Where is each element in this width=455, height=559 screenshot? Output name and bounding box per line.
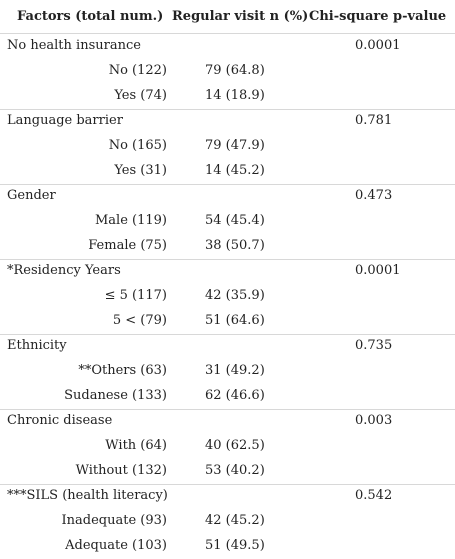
row-label: 5 < (79) xyxy=(112,313,167,328)
row-visit-value: 42 (35.9) xyxy=(205,288,265,303)
header-factors: Factors (total num.) xyxy=(17,9,164,24)
group-pvalue: 0.0001 xyxy=(355,38,401,53)
group-label: Ethnicity xyxy=(7,338,67,353)
row-label: Female (75) xyxy=(88,238,167,253)
group-row: Ethnicity 0.735 xyxy=(0,334,455,359)
group-label: Gender xyxy=(7,188,56,203)
table-row: Female (75) 38 (50.7) xyxy=(0,234,455,259)
table-row: Yes (74) 14 (18.9) xyxy=(0,84,455,109)
group-label: *Residency Years xyxy=(7,263,121,278)
group-pvalue: 0.542 xyxy=(355,488,393,503)
group-label: Language barrier xyxy=(7,113,123,128)
table-row: With (64) 40 (62.5) xyxy=(0,434,455,459)
row-label: No (165) xyxy=(108,138,167,153)
row-label: Without (132) xyxy=(75,463,167,478)
row-visit-value: 38 (50.7) xyxy=(205,238,265,253)
group-row: ***SILS (health literacy) 0.542 xyxy=(0,484,455,509)
table-row: Inadequate (93) 42 (45.2) xyxy=(0,509,455,534)
group-row: No health insurance 0.0001 xyxy=(0,34,455,59)
group-pvalue: 0.0001 xyxy=(355,263,401,278)
group-row: Chronic disease 0.003 xyxy=(0,409,455,434)
row-visit-value: 40 (62.5) xyxy=(205,438,265,453)
row-label: Male (119) xyxy=(94,213,167,228)
row-label: No (122) xyxy=(108,63,167,78)
row-visit-value: 53 (40.2) xyxy=(205,463,265,478)
table-row: Male (119) 54 (45.4) xyxy=(0,209,455,234)
row-visit-value: 14 (45.2) xyxy=(205,163,265,178)
table-row: ≤ 5 (117) 42 (35.9) xyxy=(0,284,455,309)
table-header: Factors (total num.) Regular visit n (%)… xyxy=(0,0,455,34)
group-pvalue: 0.735 xyxy=(355,338,393,353)
group-row: Language barrier 0.781 xyxy=(0,109,455,134)
row-label: With (64) xyxy=(105,438,167,453)
table-row: **Others (63) 31 (49.2) xyxy=(0,359,455,384)
header-divider xyxy=(0,33,455,34)
row-visit-value: 31 (49.2) xyxy=(205,363,265,378)
table-row: Without (132) 53 (40.2) xyxy=(0,459,455,484)
row-label: Sudanese (133) xyxy=(64,388,167,403)
group-divider xyxy=(0,484,455,485)
row-visit-value: 51 (49.5) xyxy=(205,538,265,553)
group-label: No health insurance xyxy=(7,38,141,53)
row-visit-value: 51 (64.6) xyxy=(205,313,265,328)
table-row: No (122) 79 (64.8) xyxy=(0,59,455,84)
table-row: 5 < (79) 51 (64.6) xyxy=(0,309,455,334)
row-label: **Others (63) xyxy=(78,363,167,378)
group-pvalue: 0.003 xyxy=(355,413,393,428)
table-row: Adequate (103) 51 (49.5) xyxy=(0,534,455,559)
group-divider xyxy=(0,409,455,410)
group-divider xyxy=(0,184,455,185)
table-row: Yes (31) 14 (45.2) xyxy=(0,159,455,184)
row-label: Inadequate (93) xyxy=(61,513,167,528)
row-visit-value: 54 (45.4) xyxy=(205,213,265,228)
row-visit-value: 42 (45.2) xyxy=(205,513,265,528)
row-label: Adequate (103) xyxy=(65,538,167,553)
header-regular-visit: Regular visit n (%) xyxy=(172,9,309,24)
group-divider xyxy=(0,109,455,110)
row-visit-value: 62 (46.6) xyxy=(205,388,265,403)
row-visit-value: 79 (47.9) xyxy=(205,138,265,153)
group-divider xyxy=(0,334,455,335)
group-row: Gender 0.473 xyxy=(0,184,455,209)
group-pvalue: 0.781 xyxy=(355,113,393,128)
table-row: Sudanese (133) 62 (46.6) xyxy=(0,384,455,409)
row-visit-value: 79 (64.8) xyxy=(205,63,265,78)
group-pvalue: 0.473 xyxy=(355,188,393,203)
group-label: Chronic disease xyxy=(7,413,113,428)
row-label: ≤ 5 (117) xyxy=(104,288,167,303)
row-visit-value: 14 (18.9) xyxy=(205,88,265,103)
table-row: No (165) 79 (47.9) xyxy=(0,134,455,159)
group-row: *Residency Years 0.0001 xyxy=(0,259,455,284)
header-chi-square: Chi-square p-value xyxy=(309,9,447,24)
group-label: ***SILS (health literacy) xyxy=(7,488,168,503)
group-divider xyxy=(0,259,455,260)
row-label: Yes (31) xyxy=(114,163,167,178)
row-label: Yes (74) xyxy=(114,88,167,103)
